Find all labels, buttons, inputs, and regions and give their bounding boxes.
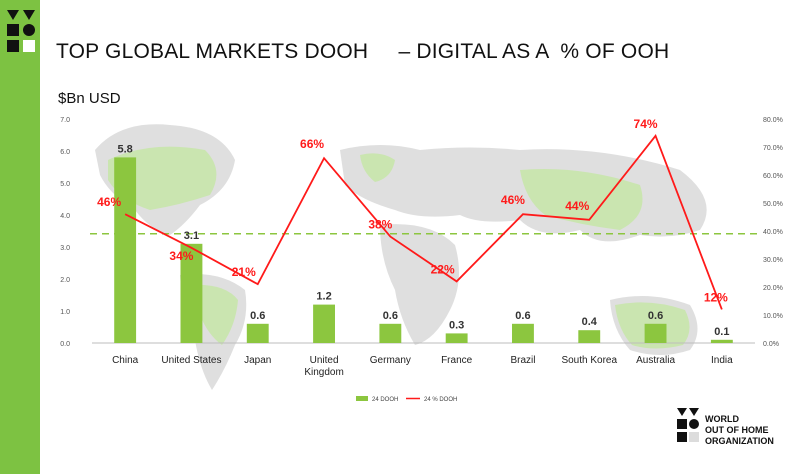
- bar: [114, 157, 137, 343]
- bar-value-label: 0.3: [449, 319, 464, 331]
- line-value-label: 38%: [368, 218, 392, 232]
- bar-value-label: 0.6: [648, 310, 663, 322]
- bar-series: [114, 157, 733, 343]
- org-name-line-2: OUT OF HOME: [705, 425, 769, 435]
- unit-label: $Bn USD: [58, 90, 121, 107]
- right-tick-label: 10.0%: [763, 313, 783, 320]
- slide-title: TOP GLOBAL MARKETS DOOH – DIGITAL AS A %…: [56, 40, 670, 63]
- percent-line: [124, 133, 723, 310]
- line-value-label: 46%: [97, 195, 121, 209]
- map-region-6: [520, 169, 643, 230]
- category-label: Brazil: [510, 355, 535, 366]
- right-tick-label: 80.0%: [763, 117, 783, 124]
- right-tick-label: 20.0%: [763, 285, 783, 292]
- left-axis-ticks: 0.0 1.0 2.0 3.0 4.0 5.0 6.0 7.0: [60, 117, 70, 348]
- bar: [246, 323, 269, 343]
- bar-value-label: 0.4: [582, 316, 598, 328]
- bar-value-label: 0.6: [250, 310, 265, 322]
- left-tick-label: 7.0: [60, 117, 70, 124]
- line-value-label: 21%: [232, 265, 256, 279]
- category-label: South Korea: [561, 355, 617, 366]
- wooh-logo-footer-icon: WORLD OUT OF HOME ORGANIZATION: [677, 408, 774, 446]
- line-value-label: 44%: [565, 199, 589, 213]
- left-tick-label: 3.0: [60, 245, 70, 252]
- category-label: United Kingdom: [304, 355, 343, 378]
- bar: [644, 323, 667, 343]
- map-region-8: [380, 224, 459, 345]
- category-label: Japan: [244, 355, 271, 366]
- line-data-labels: 46% 34% 21% 66% 38% 22% 46% 44% 74% 12%: [97, 117, 728, 305]
- bar: [578, 330, 601, 343]
- bar-data-labels: 5.8 3.1 0.6 1.2 0.6 0.3 0.6 0.4 0.6 0.1: [118, 143, 730, 337]
- line-value-label: 22%: [431, 262, 455, 276]
- line-value-label: 66%: [300, 137, 324, 151]
- line-value-label: 46%: [501, 193, 525, 207]
- bar: [445, 333, 468, 343]
- bar: [710, 339, 733, 343]
- bar: [379, 323, 402, 343]
- bar-value-label: 5.8: [118, 143, 133, 155]
- category-label: France: [441, 355, 473, 366]
- chart-legend: 24 DOOH 24 % DOOH: [356, 396, 457, 403]
- left-tick-label: 6.0: [60, 149, 70, 156]
- bar: [313, 304, 335, 343]
- right-tick-label: 70.0%: [763, 145, 783, 152]
- legend-line-label: 24 % DOOH: [424, 397, 457, 403]
- org-name-line-1: WORLD: [705, 414, 739, 424]
- right-tick-label: 50.0%: [763, 201, 783, 208]
- bar: [180, 243, 203, 343]
- green-sidebar: [0, 0, 40, 474]
- bar-value-label: 0.6: [515, 310, 530, 322]
- category-label: Germany: [370, 355, 411, 366]
- org-name-line-3: ORGANIZATION: [705, 436, 774, 446]
- bar-value-label: 1.2: [316, 291, 331, 303]
- right-tick-label: 40.0%: [763, 229, 783, 236]
- left-tick-label: 2.0: [60, 277, 70, 284]
- left-tick-label: 4.0: [60, 213, 70, 220]
- line-value-label: 74%: [634, 117, 658, 131]
- category-label: India: [711, 355, 733, 366]
- category-label: United States: [161, 355, 221, 366]
- right-tick-label: 0.0%: [763, 341, 779, 348]
- legend-bar-label: 24 DOOH: [372, 397, 398, 403]
- line-value-label: 12%: [704, 290, 728, 304]
- category-labels: China United States Japan United Kingdom Germ…: [112, 355, 733, 378]
- bar-value-label: 3.1: [184, 230, 199, 242]
- line-series: [124, 133, 723, 310]
- map-region-7: [360, 153, 395, 182]
- legend-bar-swatch: [356, 396, 368, 401]
- right-axis-ticks: 0.0% 10.0% 20.0% 30.0% 40.0% 50.0% 60.0% 70.0% 8…: [763, 117, 783, 348]
- category-label: China: [112, 355, 139, 366]
- bar: [512, 323, 534, 343]
- bar-value-label: 0.6: [383, 310, 398, 322]
- left-tick-label: 5.0: [60, 181, 70, 188]
- line-value-label: 34%: [169, 249, 193, 263]
- category-label: Australia: [636, 355, 675, 366]
- left-tick-label: 0.0: [60, 341, 70, 348]
- bar-value-label: 0.1: [714, 326, 729, 338]
- left-tick-label: 1.0: [60, 309, 70, 316]
- wooh-logo-icon: [7, 10, 35, 52]
- right-tick-label: 30.0%: [763, 257, 783, 264]
- right-tick-label: 60.0%: [763, 173, 783, 180]
